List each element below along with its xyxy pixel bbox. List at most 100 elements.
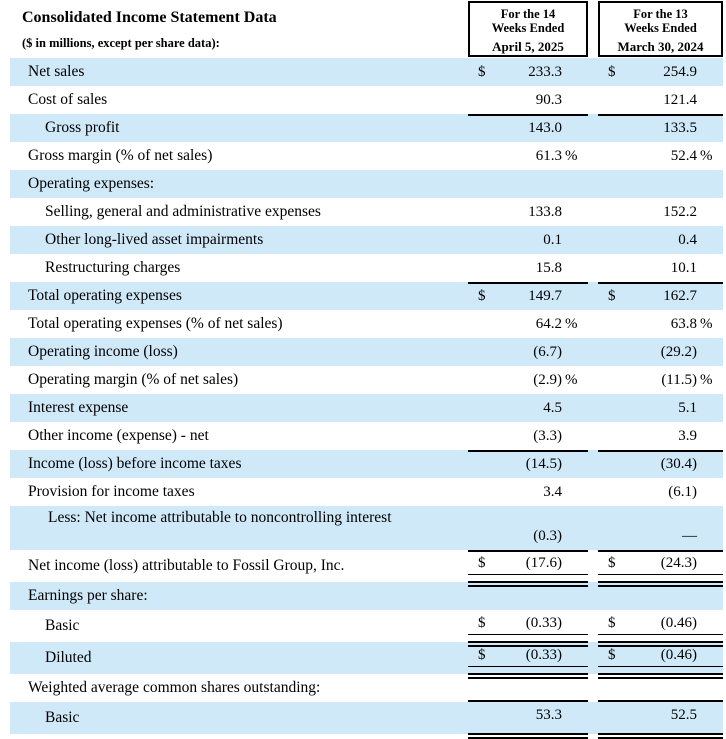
table-row: Operating expenses: — [10, 170, 723, 198]
value-2024: (0.46) — [660, 615, 697, 631]
value-2025: 4.5 — [543, 400, 562, 416]
value-2025: 53.3 — [535, 707, 562, 723]
row-label-cell: Less: Net income attributable to noncont… — [10, 506, 468, 550]
table-row: Diluted53.3 52.5 — [10, 734, 723, 739]
table-row: Weighted average common shares outstandi… — [10, 674, 723, 702]
value-cell-2025: $ (0.33) — [468, 610, 588, 647]
value-2025: 3.4 — [543, 484, 562, 500]
value-cell-2024: $254.9 — [598, 58, 723, 86]
value-2025: 15.8 — [535, 260, 562, 276]
row-label: Less: Net income attributable to noncont… — [48, 509, 392, 526]
value-cell-2024: (30.4) — [598, 450, 723, 478]
column-header-slot-2025: For the 14 Weeks Ended April 5, 2025 — [468, 0, 588, 58]
value-cell-2025: 0.1 — [468, 226, 588, 254]
table-row: Total operating expenses (% of net sales… — [10, 310, 723, 338]
table-row: Operating income (loss) (6.7) (29.2) — [10, 338, 723, 366]
value-cell-2024: 52.5 — [598, 700, 723, 739]
header-left: Consolidated Income Statement Data ($ in… — [10, 0, 468, 58]
row-label-cell: Other long-lived asset impairments — [10, 226, 468, 254]
table-row: Other long-lived asset impairments 0.1 0.4 — [10, 226, 723, 254]
value-2025: 90.3 — [535, 92, 562, 108]
page-subtitle: ($ in millions, except per share data): — [22, 36, 220, 50]
value-cell-2025 — [468, 170, 588, 198]
table-row: Restructuring charges 15.8 10.1 — [10, 254, 723, 284]
value-2024: 52.4 — [670, 148, 697, 164]
row-label-cell: Restructuring charges — [10, 254, 468, 282]
income-table-body: Net sales $233.3 $254.9 Cost of sales 90.3 12… — [0, 58, 726, 739]
value-2025: 61.3 — [535, 148, 562, 164]
value-cell-2025: 61.3% — [468, 142, 588, 170]
period-line1: For the 13 — [633, 7, 688, 21]
value-cell-2024: (11.5)% — [598, 366, 723, 394]
value-2024: 5.1 — [678, 400, 697, 416]
row-label: Net income (loss) attributable to Fossil… — [28, 557, 345, 574]
percent-suffix: % — [700, 148, 713, 164]
value-cell-2024: (6.1) — [598, 478, 723, 506]
value-2024: — — [682, 528, 697, 544]
row-label-cell: Net sales — [10, 58, 468, 86]
row-label-cell: Gross margin (% of net sales) — [10, 142, 468, 170]
page-title: Consolidated Income Statement Data — [22, 9, 277, 26]
percent-suffix: % — [700, 316, 713, 332]
table-row: Diluted $ (0.33) $ (0.46) — [10, 642, 723, 679]
row-label-cell: Basic — [10, 702, 468, 734]
period-date-2025: April 5, 2025 — [492, 39, 564, 54]
column-header-2024: For the 13 Weeks Ended March 30, 2024 — [598, 1, 723, 57]
value-cell-2024: $ (0.46) — [598, 610, 723, 647]
value-cell-2024 — [598, 582, 723, 610]
value-cell-2025: 4.5 — [468, 394, 588, 422]
row-label: Income (loss) before income taxes — [28, 455, 242, 472]
value-2024: 121.4 — [663, 92, 697, 108]
table-row: Earnings per share: — [10, 582, 723, 610]
row-label-cell: Basic — [10, 610, 468, 642]
table-row: Total operating expenses $149.7 $162.7 — [10, 282, 723, 310]
value-cell-2025: 3.4 — [468, 478, 588, 506]
dollar-sign: $ — [608, 647, 616, 663]
row-label: Total operating expenses — [28, 287, 182, 304]
value-cell-2024: 133.5 — [598, 114, 723, 142]
row-label-cell: Selling, general and administrative expe… — [10, 198, 468, 226]
value-2025: (0.3) — [533, 528, 562, 544]
dollar-sign: $ — [478, 288, 486, 304]
value-cell-2025: 53.3 — [468, 700, 588, 739]
row-label: Restructuring charges — [45, 259, 181, 276]
value-2025: (0.33) — [525, 615, 562, 631]
value-cell-2025 — [468, 674, 588, 702]
column-header-2025: For the 14 Weeks Ended April 5, 2025 — [468, 1, 588, 57]
value-cell-2024 — [598, 674, 723, 702]
value-cell-2024: 10.1 — [598, 254, 723, 284]
period-label-2025: For the 14 Weeks Ended — [470, 3, 586, 35]
value-cell-2025: $ (17.6) — [468, 550, 588, 587]
row-label-cell: Operating expenses: — [10, 170, 468, 198]
period-line2: Weeks Ended — [624, 20, 697, 35]
row-label-cell: Operating margin (% of net sales) — [10, 366, 468, 394]
value-cell-2025: (3.3) — [468, 422, 588, 452]
value-2025: 133.8 — [528, 204, 562, 220]
value-cell-2025: 90.3 — [468, 86, 588, 116]
table-row: Selling, general and administrative expe… — [10, 198, 723, 226]
percent-suffix: % — [700, 372, 713, 388]
value-2024: 133.5 — [663, 120, 697, 136]
value-cell-2025 — [468, 582, 588, 610]
value-cell-2025: 53.3 — [468, 734, 588, 739]
row-label: Basic — [45, 617, 80, 634]
value-2025: 233.3 — [528, 64, 562, 80]
table-row: Net sales $233.3 $254.9 — [10, 58, 723, 86]
row-label-cell: Diluted — [10, 642, 468, 674]
value-2024: (29.2) — [660, 344, 697, 360]
value-cell-2024: 5.1 — [598, 394, 723, 422]
value-cell-2024: $ (24.3) — [598, 550, 723, 587]
value-cell-2025: 143.0 — [468, 114, 588, 142]
row-label-cell: Income (loss) before income taxes — [10, 450, 468, 478]
row-label-cell: Gross profit — [10, 114, 468, 142]
value-2024: 63.8 — [670, 316, 697, 332]
row-label-cell: Earnings per share: — [10, 582, 468, 610]
value-cell-2025: 64.2% — [468, 310, 588, 338]
value-2025: 143.0 — [528, 120, 562, 136]
value-cell-2024: (29.2) — [598, 338, 723, 366]
value-cell-2025: $ (0.33) — [468, 642, 588, 679]
dollar-sign: $ — [608, 64, 616, 80]
row-label-cell: Total operating expenses (% of net sales… — [10, 310, 468, 338]
table-row: Provision for income taxes 3.4 (6.1) — [10, 478, 723, 506]
